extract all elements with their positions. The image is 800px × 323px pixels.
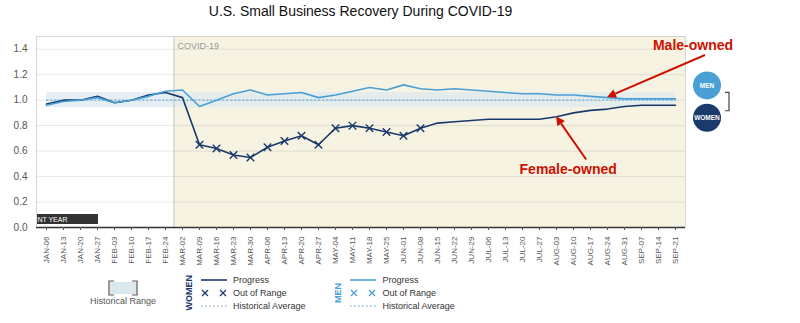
svg-text:MAY-11: MAY-11 (348, 236, 357, 264)
svg-text:MAY-25: MAY-25 (382, 236, 391, 264)
svg-text:FEB-10: FEB-10 (127, 236, 136, 264)
svg-text:MAR-16: MAR-16 (212, 236, 221, 266)
svg-text:MEN: MEN (700, 82, 715, 89)
svg-text:Female-owned: Female-owned (520, 161, 617, 177)
svg-text:APR-13: APR-13 (280, 236, 289, 265)
svg-text:1.0: 1.0 (14, 94, 28, 105)
svg-text:AUG-31: AUG-31 (620, 236, 629, 265)
svg-text:FEB-17: FEB-17 (144, 236, 153, 264)
svg-text:JUL-06: JUL-06 (484, 236, 493, 262)
html-text:Historical Range: Historical Range (90, 296, 156, 306)
svg-text:MAR-23: MAR-23 (229, 236, 238, 266)
svg-text:COVID-19: COVID-19 (177, 41, 219, 51)
svg-text:APR-20: APR-20 (297, 236, 306, 265)
svg-text:APR-06: APR-06 (263, 236, 272, 265)
svg-text:AUG-10: AUG-10 (569, 236, 578, 265)
svg-text:MAR-09: MAR-09 (195, 236, 204, 266)
svg-text:0.2: 0.2 (14, 196, 28, 207)
html-text:Historical Average: Historical Average (382, 301, 455, 311)
svg-text:JUL-13: JUL-13 (501, 236, 510, 262)
svg-text:JUN-22: JUN-22 (450, 236, 459, 264)
svg-text:0.0: 0.0 (14, 222, 28, 233)
svg-text:JUN-15: JUN-15 (433, 236, 442, 264)
svg-text:Male-owned: Male-owned (653, 37, 733, 53)
html-text:Historical Average: Historical Average (233, 301, 306, 311)
svg-text:AUG-03: AUG-03 (552, 236, 561, 265)
svg-text:MAR-30: MAR-30 (246, 236, 255, 266)
html-text:Out of Range: Out of Range (382, 288, 436, 298)
svg-text:SEP-07: SEP-07 (637, 236, 646, 264)
svg-text:JUL-20: JUL-20 (518, 236, 527, 262)
svg-text:JAN-06: JAN-06 (42, 236, 51, 263)
svg-text:JUL-27: JUL-27 (535, 236, 544, 262)
svg-text:FEB-24: FEB-24 (161, 236, 170, 264)
svg-text:APR-27: APR-27 (314, 236, 323, 265)
svg-text:JAN-20: JAN-20 (76, 236, 85, 263)
svg-text:0.4: 0.4 (14, 171, 28, 182)
html-text:Progress: Progress (233, 275, 269, 285)
svg-text:FEB-03: FEB-03 (110, 236, 119, 264)
svg-text:0.8: 0.8 (14, 120, 28, 131)
svg-text:JUN-01: JUN-01 (399, 236, 408, 264)
svg-text:CURRENT YEAR: CURRENT YEAR (13, 216, 68, 223)
html-text:MEN: MEN (333, 283, 344, 303)
svg-text:SEP-14: SEP-14 (654, 236, 663, 264)
svg-text:AUG-17: AUG-17 (586, 236, 595, 265)
svg-text:MAY-18: MAY-18 (365, 236, 374, 264)
svg-text:JAN-13: JAN-13 (59, 236, 68, 263)
svg-text:WOMEN: WOMEN (694, 114, 720, 121)
svg-text:JUN-08: JUN-08 (416, 236, 425, 264)
html-text:WOMEN: WOMEN (184, 275, 194, 311)
svg-text:MAR-02: MAR-02 (178, 236, 187, 266)
svg-text:MAY-04: MAY-04 (331, 236, 340, 264)
html-text:Progress: Progress (382, 275, 419, 285)
html-text:Out of Range: Out of Range (233, 288, 287, 298)
svg-text:1.4: 1.4 (14, 43, 28, 54)
svg-text:AUG-24: AUG-24 (603, 236, 612, 265)
svg-text:1.2: 1.2 (14, 69, 28, 80)
svg-text:SEP-21: SEP-21 (671, 236, 680, 264)
svg-text:0.6: 0.6 (14, 145, 28, 156)
svg-text:JAN-27: JAN-27 (93, 236, 102, 263)
svg-text:JUN-29: JUN-29 (467, 236, 476, 264)
html-text:U.S. Small Business Recovery D: U.S. Small Business Recovery During COVI… (208, 3, 513, 19)
